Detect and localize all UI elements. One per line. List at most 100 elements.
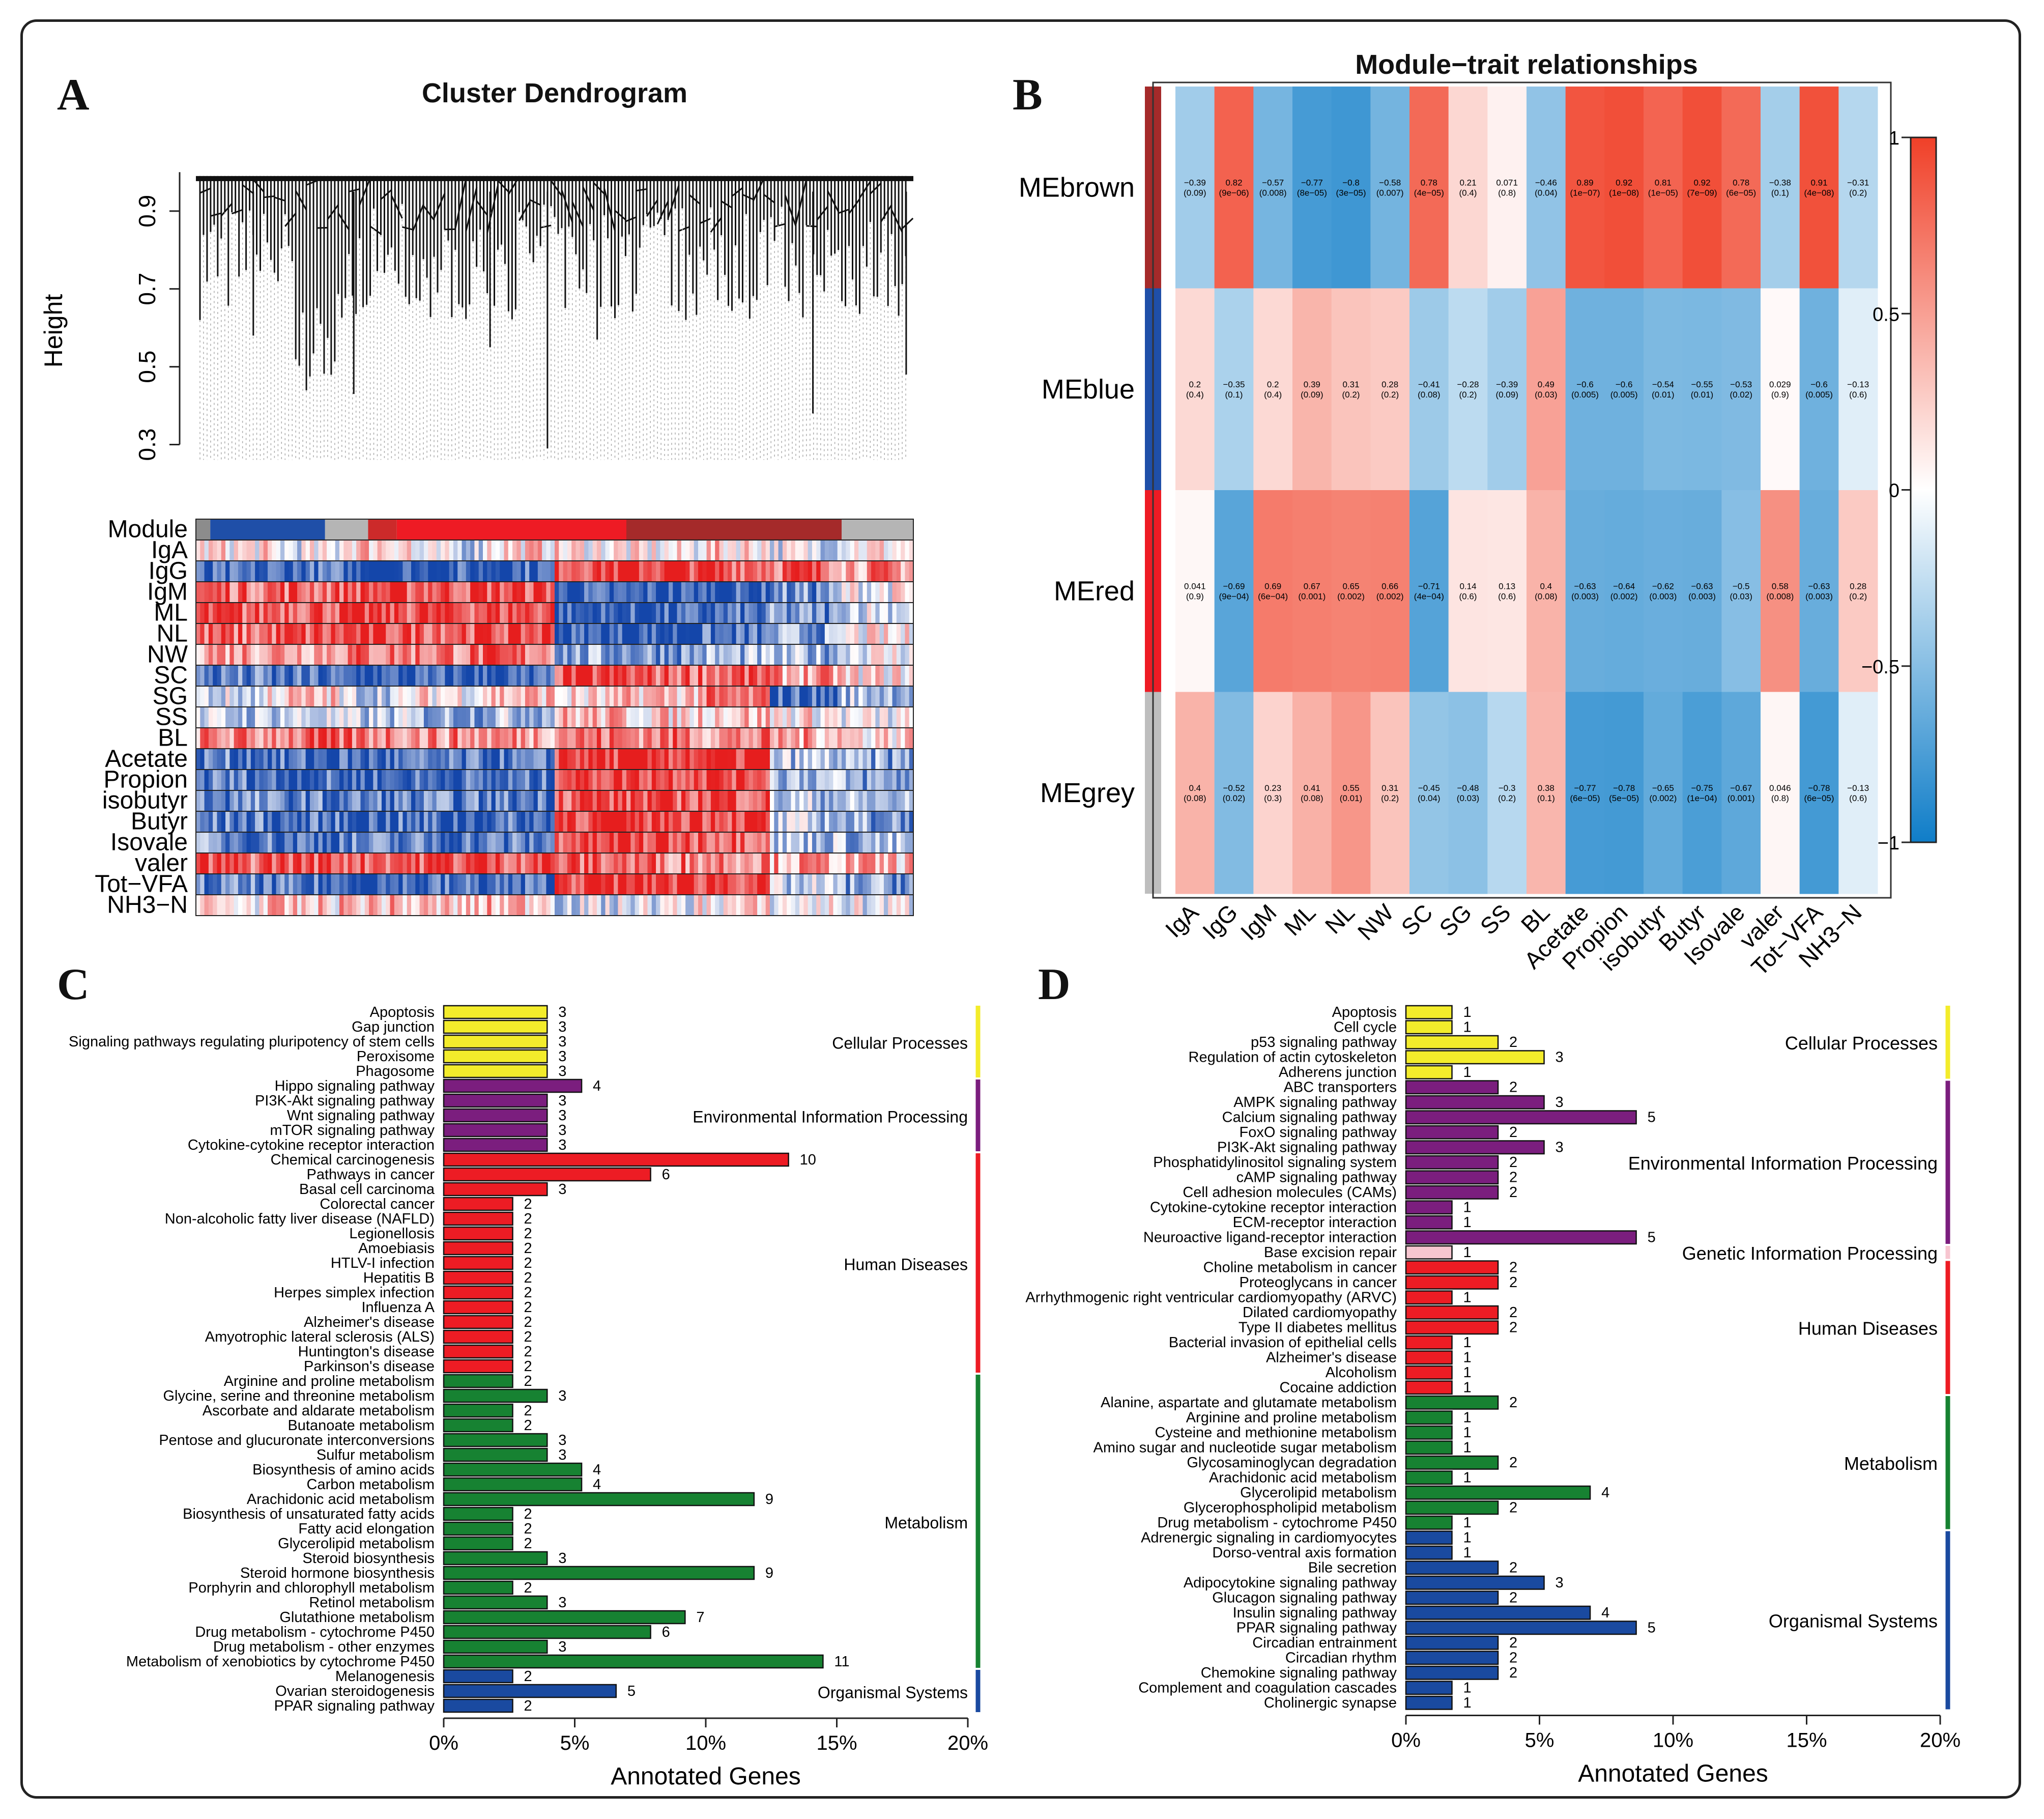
trait-axis-label: SG (1434, 899, 1477, 942)
trait-cell (542, 728, 547, 749)
pathway-bar (443, 1551, 548, 1566)
trait-cell (478, 665, 483, 686)
trait-cell (896, 853, 901, 874)
trait-cell (571, 644, 577, 665)
trait-cell (343, 665, 349, 686)
trait-cell (812, 728, 817, 749)
trait-cell (491, 644, 496, 665)
trait-cell (276, 686, 281, 707)
trait-cell (483, 540, 487, 561)
trait-cell (833, 749, 838, 770)
trait-cell (457, 603, 463, 623)
trait-cell (685, 790, 690, 811)
trait-cell (542, 895, 547, 916)
trait-cell (242, 561, 247, 582)
dendrogram-merge (625, 216, 637, 222)
trait-cell (673, 623, 678, 644)
panel-d-label: D (1038, 960, 1071, 1009)
trait-cell (309, 623, 314, 644)
trait-cell (799, 686, 804, 707)
trait-cell (495, 728, 500, 749)
trait-cell (339, 770, 344, 790)
trait-cell (732, 644, 737, 665)
trait-cell (846, 561, 851, 582)
trait-cell (571, 582, 577, 603)
trait-cell (356, 853, 361, 874)
trait-cell (196, 853, 200, 874)
trait-cell (217, 895, 222, 916)
trait-cell (765, 853, 770, 874)
trait-cell (263, 749, 268, 770)
dendrogram-merge (571, 202, 584, 228)
x-tick-label: 20% (1920, 1729, 1961, 1752)
trait-cell (862, 874, 868, 895)
trait-cell (862, 686, 868, 707)
trait-cell (567, 790, 572, 811)
trait-cell (833, 665, 838, 686)
trait-cell (702, 874, 707, 895)
trait-cell (896, 790, 901, 811)
trait-cell (846, 665, 851, 686)
trait-cell (550, 707, 555, 728)
gene-count-label: 7 (696, 1609, 704, 1626)
trait-cell (441, 686, 445, 707)
pathway-bar (1405, 1380, 1453, 1395)
trait-cell (879, 790, 884, 811)
trait-cell (706, 728, 711, 749)
trait-cell (555, 874, 559, 895)
trait-cell (225, 832, 230, 853)
dendrogram-merge (359, 178, 371, 206)
trait-cell (795, 540, 800, 561)
trait-cell (694, 811, 699, 832)
trait-cell (605, 728, 610, 749)
category-label: Human Diseases (844, 1256, 968, 1274)
trait-cell (618, 811, 623, 832)
trait-cell (284, 874, 290, 895)
pvalue-label: (0.09) (1301, 390, 1323, 400)
trait-cell (213, 811, 218, 832)
trait-cell (689, 665, 695, 686)
trait-cell (858, 686, 863, 707)
trait-cell (386, 623, 391, 644)
trait-cell (263, 623, 268, 644)
dendrogram-merge (550, 180, 563, 197)
gene-count-label: 1 (1463, 1200, 1472, 1216)
trait-cell (567, 895, 572, 916)
trait-cell (314, 895, 319, 916)
trait-cell (407, 665, 412, 686)
trait-cell (377, 540, 382, 561)
gene-count-label: 1 (1463, 1425, 1472, 1441)
trait-cell (909, 770, 914, 790)
gene-count-label: 2 (524, 1299, 532, 1316)
trait-cell (601, 770, 606, 790)
trait-cell (740, 561, 745, 582)
trait-cell (331, 728, 336, 749)
trait-cell (352, 832, 357, 853)
trait-cell (234, 728, 239, 749)
trait-cell (445, 540, 450, 561)
trait-cell (238, 749, 243, 770)
trait-cell (685, 623, 690, 644)
trait-cell (200, 790, 205, 811)
trait-cell (753, 603, 758, 623)
trait-cell (478, 686, 483, 707)
trait-cell (377, 874, 382, 895)
trait-cell (453, 832, 458, 853)
trait-cell (293, 540, 298, 561)
module-trait-heatmap-panel: MEbrown −0.39(0.09)0.82(9e−06)−0.57(0.008… (1019, 81, 1937, 981)
trait-cell (360, 811, 365, 832)
category-label: Environmental Information Processing (1628, 1153, 1938, 1174)
trait-cell (816, 707, 821, 728)
pathway-bar (443, 1462, 583, 1477)
trait-cell (457, 749, 463, 770)
trait-cell (651, 853, 656, 874)
trait-cell (441, 707, 445, 728)
trait-cell (377, 749, 382, 770)
pathway-bar (1405, 1065, 1453, 1079)
trait-cell (537, 665, 542, 686)
trait-cell (824, 603, 829, 623)
trait-cell (753, 582, 758, 603)
trait-cell (466, 561, 471, 582)
trait-cell (816, 832, 821, 853)
trait-cell (803, 540, 809, 561)
